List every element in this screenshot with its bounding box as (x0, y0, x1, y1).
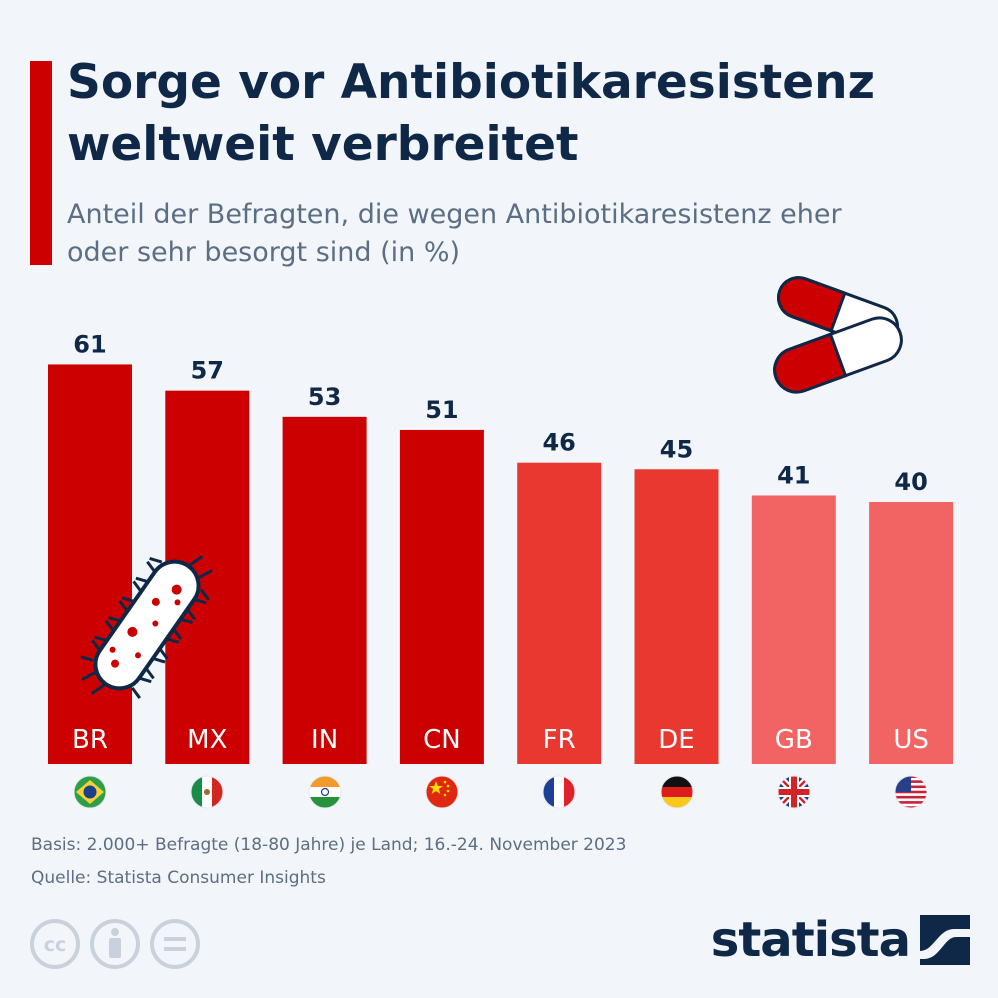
value-label-us: 40 (894, 468, 927, 496)
footer-basis-note: Basis: 2.000+ Befragte (18-80 Jahre) je … (31, 835, 627, 855)
bar-fr (517, 462, 602, 764)
flag-usa-icon (894, 775, 928, 813)
no-derivatives-icon[interactable] (150, 919, 200, 969)
bar-cn (399, 429, 484, 764)
chart-subtitle: Anteil der Befragten, die wegen Antibiot… (67, 199, 842, 268)
value-label-fr: 46 (542, 429, 575, 457)
svg-text:cc: cc (44, 934, 67, 956)
value-label-br: 61 (73, 330, 106, 358)
category-label-us: US (893, 725, 929, 755)
statista-brand[interactable]: statista (711, 912, 970, 968)
bar-in (282, 416, 367, 764)
accent-bar (30, 61, 52, 265)
cc-license-icon[interactable]: cc (30, 919, 80, 969)
attribution-icon[interactable] (90, 919, 140, 969)
value-label-cn: 51 (425, 396, 458, 424)
footer-source-link[interactable]: Quelle: Statista Consumer Insights (31, 868, 326, 888)
chart-title: Sorge vor Antibiotikaresistenz weltweit … (67, 55, 875, 172)
category-label-de: DE (658, 725, 694, 755)
value-label-gb: 41 (777, 461, 810, 489)
flag-mexico-icon (190, 775, 224, 813)
category-label-mx: MX (187, 725, 227, 755)
bar-gb (751, 495, 836, 764)
value-label-in: 53 (308, 383, 341, 411)
flag-india-icon (308, 775, 342, 813)
category-label-cn: CN (423, 725, 461, 755)
value-label-mx: 57 (191, 357, 224, 385)
flag-china-icon (425, 775, 459, 813)
pills-icon (773, 276, 903, 394)
flag-france-icon (542, 775, 576, 813)
brand-name: statista (710, 912, 911, 968)
flag-germany-icon (660, 775, 694, 813)
category-label-in: IN (311, 725, 338, 755)
bacterium-icon (80, 555, 213, 699)
statista-logo-icon (920, 915, 970, 965)
category-label-br: BR (72, 725, 108, 755)
flag-brazil-icon (73, 775, 107, 813)
value-label-de: 45 (660, 435, 693, 463)
flag-uk-icon (777, 775, 811, 813)
category-label-gb: GB (775, 725, 813, 755)
bar-de (634, 469, 719, 764)
bar-br (48, 364, 132, 764)
category-label-fr: FR (543, 725, 576, 755)
bar-us (869, 502, 954, 764)
